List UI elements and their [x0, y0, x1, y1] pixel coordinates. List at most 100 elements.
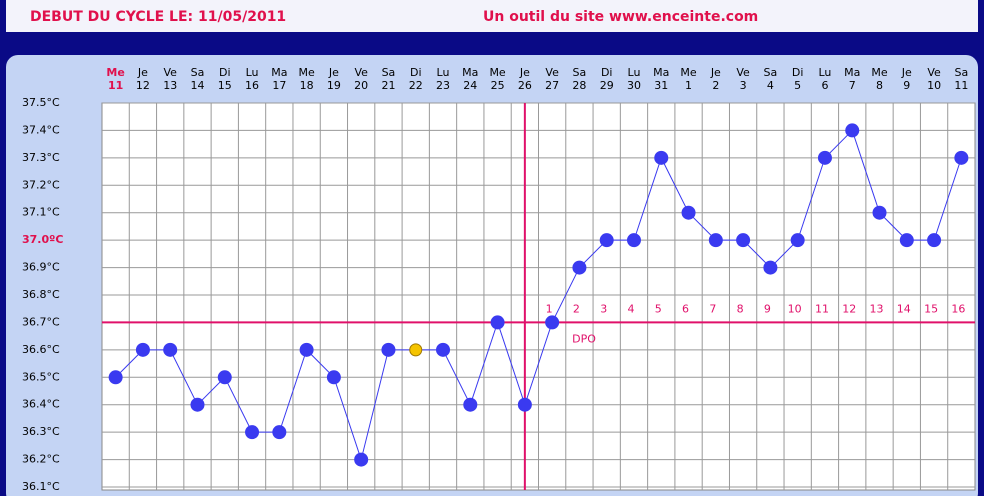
y-tick-label: 36.2°C [22, 453, 60, 466]
x-tick-label: 12 [136, 79, 150, 92]
x-weekday-label: Ve [927, 66, 941, 79]
y-tick-label: 37.0ºC [22, 233, 63, 246]
data-point [708, 233, 723, 248]
dpo-label: 9 [764, 302, 771, 315]
dpo-label: 8 [737, 302, 744, 315]
y-tick-label: 37.5°C [22, 96, 60, 109]
x-tick-label: 5 [794, 79, 801, 92]
x-tick-label: 30 [627, 79, 641, 92]
x-weekday-label: Sa [573, 66, 587, 79]
x-tick-label: 21 [381, 79, 395, 92]
x-weekday-label: Lu [818, 66, 831, 79]
data-point [736, 233, 751, 248]
data-point [572, 260, 587, 275]
y-tick-label: 37.4°C [22, 123, 60, 136]
x-tick-label: 6 [821, 79, 828, 92]
data-point [245, 425, 260, 440]
dpo-label: 14 [897, 302, 911, 315]
x-tick-label: 18 [300, 79, 314, 92]
x-tick-label: 16 [245, 79, 259, 92]
data-point [217, 370, 232, 385]
x-weekday-label: Me [871, 66, 887, 79]
x-weekday-label: Je [710, 66, 721, 79]
x-weekday-label: Lu [437, 66, 450, 79]
x-tick-label: 20 [354, 79, 368, 92]
data-point [326, 370, 341, 385]
y-tick-label: 36.6°C [22, 343, 60, 356]
x-weekday-label: Ve [354, 66, 368, 79]
x-tick-label: 11 [954, 79, 968, 92]
data-point [599, 233, 614, 248]
data-point [817, 150, 832, 165]
data-point [654, 150, 669, 165]
y-tick-label: 37.2°C [22, 178, 60, 191]
x-weekday-label: Sa [191, 66, 205, 79]
x-weekday-label: Ma [271, 66, 287, 79]
x-weekday-label: Ve [736, 66, 750, 79]
x-tick-label: 2 [712, 79, 719, 92]
x-tick-label: 23 [436, 79, 450, 92]
data-point [354, 452, 369, 467]
data-point [108, 370, 123, 385]
x-tick-label: 7 [849, 79, 856, 92]
x-weekday-label: Sa [382, 66, 396, 79]
x-tick-label: 31 [654, 79, 668, 92]
dpo-label: 2 [573, 302, 580, 315]
x-tick-label: 28 [572, 79, 586, 92]
dpo-label: 10 [788, 302, 802, 315]
x-tick-label: 4 [767, 79, 774, 92]
x-weekday-label: Di [410, 66, 422, 79]
dpo-label: 5 [655, 302, 662, 315]
x-tick-label: 26 [518, 79, 532, 92]
y-tick-label: 36.1°C [22, 480, 60, 493]
x-tick-label: 24 [463, 79, 477, 92]
x-weekday-label: Di [792, 66, 804, 79]
x-weekday-label: Me [489, 66, 505, 79]
x-tick-label: 3 [740, 79, 747, 92]
data-point [409, 343, 423, 357]
x-tick-label: 13 [163, 79, 177, 92]
data-point [626, 233, 641, 248]
x-weekday-label: Ve [545, 66, 559, 79]
data-point [463, 397, 478, 412]
x-weekday-label: Je [519, 66, 530, 79]
x-tick-label: 29 [600, 79, 614, 92]
x-weekday-label: Je [328, 66, 339, 79]
x-weekday-label: Di [601, 66, 613, 79]
data-point [436, 342, 451, 357]
data-point [163, 342, 178, 357]
x-weekday-label: Sa [764, 66, 778, 79]
data-point [763, 260, 778, 275]
y-tick-label: 36.7°C [22, 315, 60, 328]
dpo-label: 12 [842, 302, 856, 315]
chart-title: DEBUT DU CYCLE LE: 11/05/2011 [30, 9, 286, 25]
data-point [381, 342, 396, 357]
y-tick-label: 37.3°C [22, 151, 60, 164]
header-bar [6, 0, 978, 32]
dpo-label: 15 [924, 302, 938, 315]
data-point [517, 397, 532, 412]
data-point [954, 150, 969, 165]
x-weekday-label: Ma [462, 66, 478, 79]
x-weekday-label: Me [298, 66, 314, 79]
x-weekday-label: Me [106, 66, 124, 79]
x-tick-label: 17 [272, 79, 286, 92]
chart-subtitle: Un outil du site www.enceinte.com [483, 9, 758, 25]
dpo-label: 4 [627, 302, 634, 315]
y-tick-label: 36.4°C [22, 398, 60, 411]
x-weekday-label: Lu [246, 66, 259, 79]
data-point [845, 123, 860, 138]
y-tick-label: 36.5°C [22, 370, 60, 383]
dpo-label: 3 [600, 302, 607, 315]
data-point [272, 425, 287, 440]
data-point [490, 315, 505, 330]
dpo-label: 16 [951, 302, 965, 315]
x-tick-label: 25 [491, 79, 505, 92]
dpo-label: 6 [682, 302, 689, 315]
data-point [681, 205, 696, 220]
dpo-text: DPO [572, 332, 596, 345]
x-tick-label: 9 [903, 79, 910, 92]
data-point [135, 342, 150, 357]
x-tick-label: 22 [409, 79, 423, 92]
data-point [190, 397, 205, 412]
